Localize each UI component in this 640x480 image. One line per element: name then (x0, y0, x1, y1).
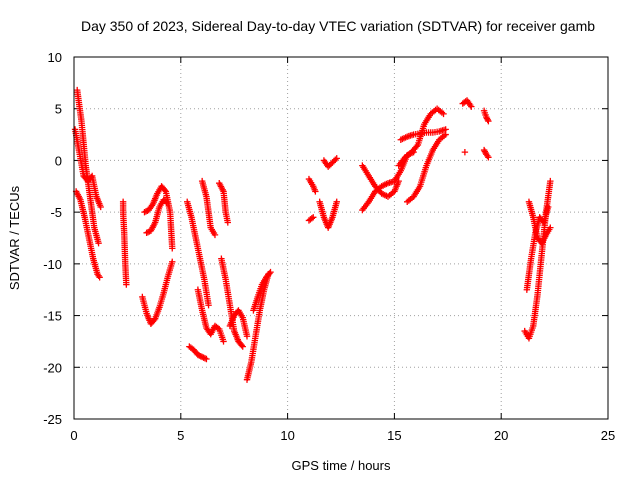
data-point (413, 143, 420, 150)
series-arc18 (305, 214, 317, 224)
data-point (220, 338, 227, 345)
y-tick-label: -15 (43, 309, 62, 324)
y-tick-label: 10 (48, 50, 62, 65)
y-tick-label: -5 (50, 205, 62, 220)
series-arc05 (139, 258, 176, 328)
series-arc16 (250, 268, 274, 314)
data-point (243, 333, 251, 340)
series-arc28 (480, 146, 492, 161)
data-point (333, 198, 340, 205)
data-point (164, 200, 172, 208)
series-arc26 (459, 97, 475, 110)
x-tick-label: 10 (280, 428, 294, 443)
ticks-layer: 0 5 10 15 20 25 -25 -20 -15 -10 -5 0 5 10 (43, 50, 615, 443)
y-tick-label: -10 (43, 257, 62, 272)
data-point (144, 228, 152, 236)
series-arc07 (143, 196, 172, 237)
data-point (485, 117, 492, 125)
data-point (239, 343, 246, 350)
series-arc09 (194, 286, 227, 345)
data-point (123, 281, 130, 288)
data-point (203, 355, 210, 363)
grid-layer (74, 57, 608, 419)
series-arc23 (395, 105, 447, 169)
data-point (201, 355, 209, 362)
x-tick-label: 5 (177, 428, 184, 443)
series-arc19 (316, 198, 340, 231)
data-point (169, 258, 176, 265)
data-point (224, 219, 231, 226)
data-point (333, 155, 340, 162)
series-arc11 (198, 177, 219, 239)
data-point (312, 188, 319, 195)
series-arc14 (226, 307, 251, 340)
x-tick-label: 15 (387, 428, 401, 443)
y-tick-label: 0 (55, 153, 62, 168)
series-arc08 (184, 198, 212, 309)
series-arc12 (216, 179, 231, 226)
data-point (141, 208, 148, 216)
data-point (161, 186, 168, 194)
plot-frame (73, 56, 609, 420)
chart-title: Day 350 of 2023, Sidereal Day-to-day VTE… (81, 18, 595, 34)
data-point (169, 245, 176, 252)
series-arc21 (359, 162, 402, 200)
x-axis-label: GPS time / hours (292, 458, 391, 473)
y-tick-label: -25 (43, 412, 62, 427)
series-arc29 (461, 148, 469, 156)
data-point (266, 270, 273, 277)
y-tick-label: 5 (55, 102, 62, 117)
series-arc04 (119, 198, 130, 288)
series-arc10 (186, 343, 210, 363)
data-point (468, 103, 475, 110)
series-arc32 (525, 198, 554, 247)
data-point (238, 342, 245, 349)
data-point (143, 229, 150, 237)
data-point (200, 354, 207, 361)
data-point (440, 110, 447, 118)
data-point (308, 215, 316, 222)
x-tick-label: 0 (70, 428, 77, 443)
series-arc25 (397, 126, 449, 143)
data-point (205, 302, 212, 309)
data-point (196, 352, 203, 359)
series-arc27 (480, 107, 492, 125)
y-tick-label: -20 (43, 360, 62, 375)
data-point (142, 208, 150, 215)
series-arc20 (320, 155, 340, 170)
series-arc02 (71, 126, 104, 211)
data-point (194, 351, 202, 359)
series-arc24 (404, 131, 449, 205)
data-point (97, 203, 104, 211)
marks-layer (71, 86, 554, 383)
series-arc15 (243, 271, 272, 383)
data-point (95, 239, 102, 247)
data-point (310, 214, 317, 221)
data-point (461, 148, 469, 156)
data-point (442, 126, 449, 133)
y-axis-label: SDTVAR / TECUs (7, 185, 22, 290)
data-point (163, 199, 170, 206)
data-point (547, 224, 554, 231)
data-point (96, 274, 103, 281)
x-tick-label: 25 (601, 428, 615, 443)
data-point (485, 154, 492, 161)
data-point (544, 203, 552, 211)
series-arc03 (72, 188, 103, 281)
data-point (332, 156, 339, 163)
data-point (211, 231, 219, 239)
series-arc17 (305, 175, 319, 195)
data-point (197, 353, 204, 360)
data-point (267, 268, 274, 276)
x-tick-label: 20 (494, 428, 508, 443)
data-point (547, 177, 554, 185)
data-point (484, 116, 491, 123)
data-point (198, 353, 206, 361)
